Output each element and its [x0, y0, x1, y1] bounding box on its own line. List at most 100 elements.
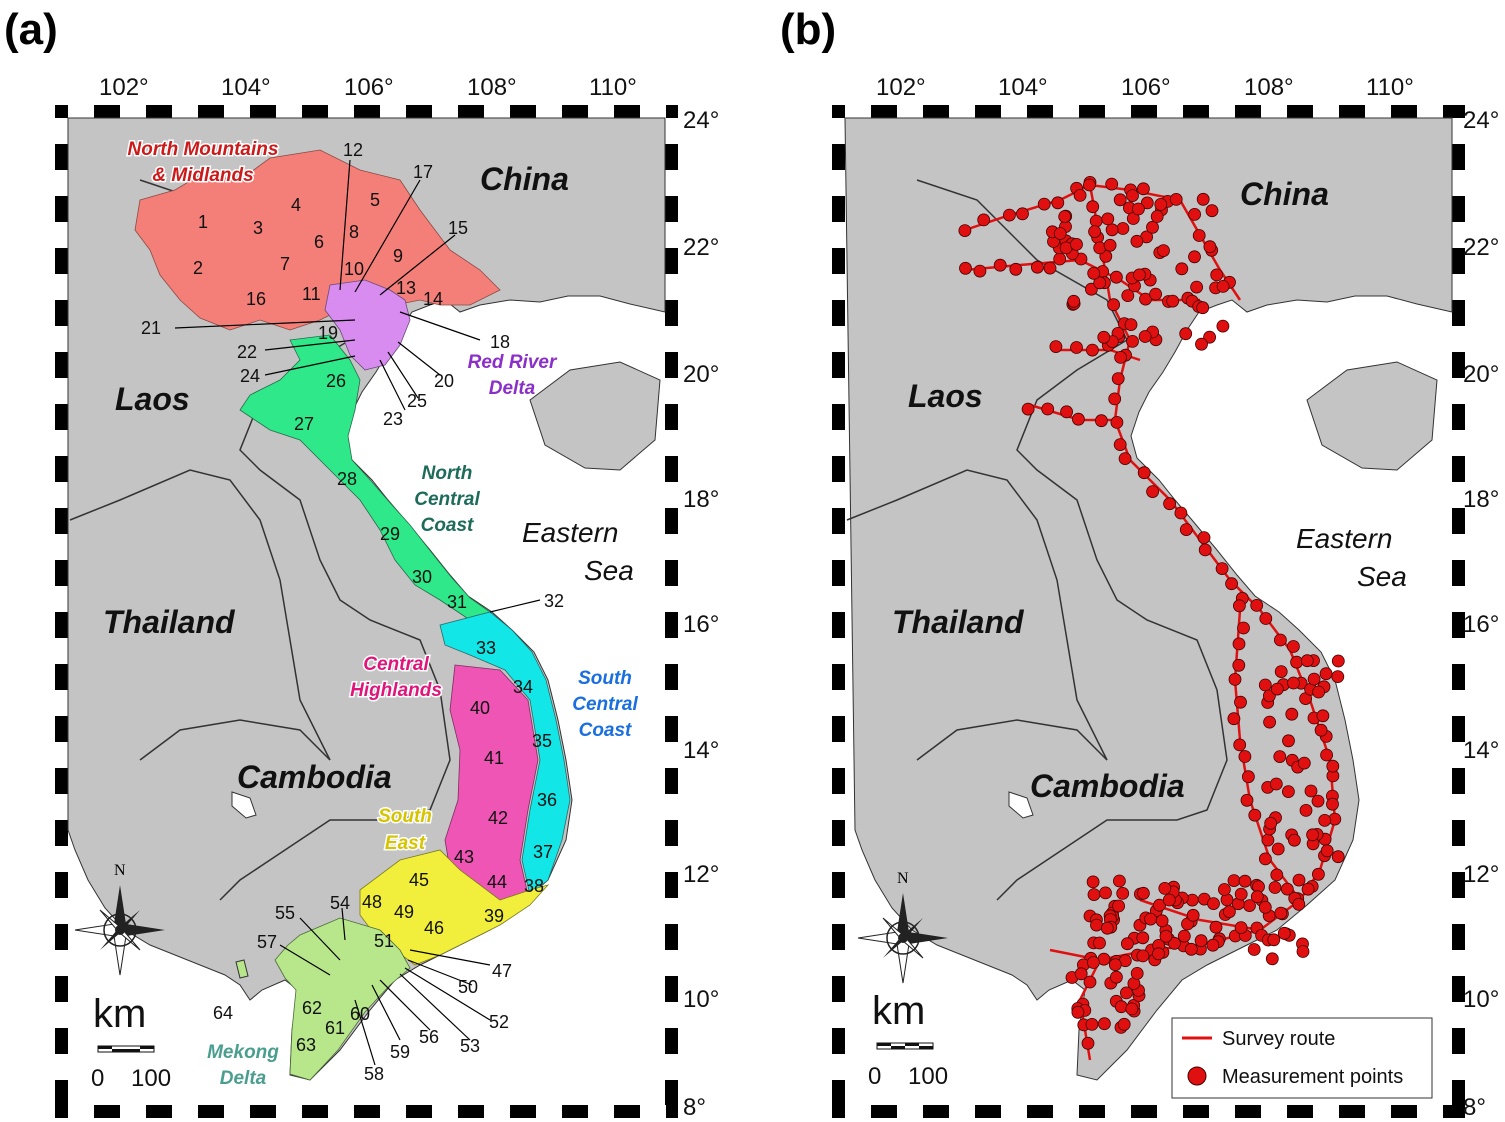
frame-segment [1313, 1105, 1339, 1118]
frame-segment [1452, 274, 1465, 300]
frame-segment [1452, 846, 1465, 872]
latitude-tick-labels: 24° 22° 20° 18° 16° 14° 12° 10° 8° [683, 107, 719, 1121]
province-number-38: 38 [524, 876, 544, 896]
province-number-32: 32 [544, 591, 564, 611]
frame-segment [55, 690, 68, 716]
frame-segment [55, 222, 68, 248]
measurement-point [1154, 197, 1168, 211]
measurement-point [1188, 250, 1201, 264]
frame-segment [832, 170, 845, 196]
border-thailand-laos [846, 469, 1108, 761]
province-number-42: 42 [488, 808, 508, 828]
frame-segment [55, 794, 68, 820]
province-leader-arrows [174, 159, 541, 1066]
country-label-cambodia: Cambodia [1030, 768, 1185, 804]
panel-a: (a) China Laos Thailand Cambodia Eastern… [4, 5, 719, 1121]
measurement-point [1126, 189, 1139, 203]
frame-segment [832, 482, 845, 508]
measurement-points [958, 175, 1345, 1050]
frame-segment [55, 378, 68, 404]
scale-max-label: 100 [131, 1065, 171, 1092]
frame-segment [1209, 105, 1235, 118]
measurement-point [1083, 975, 1097, 989]
measurement-point [1331, 850, 1345, 864]
region-labels: North Mountains & Midlands Red River Delta N… [126, 138, 640, 1091]
measurement-point [1218, 883, 1231, 896]
scale-min-label: 0 [91, 1065, 104, 1092]
latitude-tick: 22° [683, 234, 719, 261]
measurement-point [1270, 868, 1284, 882]
legend-point-symbol [1187, 1066, 1207, 1086]
measurement-point [1233, 738, 1247, 752]
frame-segment [897, 105, 923, 118]
measurement-point [1259, 852, 1272, 866]
measurement-point [1085, 1018, 1099, 1031]
longitude-tick: 108° [467, 74, 517, 101]
province-number-7: 7 [280, 254, 290, 274]
frame-segment [1452, 222, 1465, 248]
hainan-island [529, 361, 661, 471]
measurement-point [1297, 756, 1311, 770]
frame-segment [1452, 586, 1465, 612]
frame-segment [432, 105, 458, 118]
province-number-33: 33 [476, 638, 496, 658]
province-number-16: 16 [246, 289, 266, 309]
measurement-point [1299, 804, 1313, 817]
longitude-tick-labels: 102° 104° 106° 108° 110° [99, 74, 637, 101]
region-label: South [578, 668, 632, 689]
measurement-point [1194, 934, 1208, 948]
measurement-point [1118, 452, 1132, 466]
frame-segment [832, 534, 845, 560]
province-number-49: 49 [394, 902, 414, 922]
frame-segment [1365, 105, 1391, 118]
border-thailand-cambodia [916, 719, 1108, 761]
frame-segment [1452, 1054, 1465, 1080]
frame-segment [1452, 430, 1465, 456]
frame-segment [1452, 534, 1465, 560]
measurement-point [1238, 750, 1252, 763]
measurement-point [1113, 193, 1127, 207]
measurement-point [1146, 485, 1159, 499]
measurement-point [1116, 222, 1130, 235]
region-mekong-delta [274, 917, 411, 1081]
province-number-14: 14 [423, 289, 443, 309]
measurement-point [1117, 1017, 1131, 1031]
measurement-point [1125, 1002, 1139, 1016]
province-number-47: 47 [492, 961, 512, 981]
scale-bar [876, 1042, 934, 1050]
measurement-point [1087, 266, 1101, 280]
province-number-35: 35 [532, 731, 552, 751]
measurement-point [1136, 949, 1150, 963]
region-label: North [422, 463, 473, 484]
measurement-point [1086, 200, 1100, 214]
frame-segment [1452, 118, 1465, 144]
province-number-30: 30 [412, 567, 432, 587]
measurement-point [1089, 214, 1103, 228]
longitude-tick: 102° [99, 74, 149, 101]
compass-rose: N [857, 870, 948, 984]
country-label-laos: Laos [908, 378, 983, 414]
measurement-point [1103, 238, 1117, 252]
measurement-point [1049, 340, 1063, 354]
measurement-point [1095, 414, 1108, 428]
frame-segment [1452, 1002, 1465, 1028]
frame-segment [665, 898, 678, 924]
measurement-point [1086, 343, 1099, 357]
frame-segment [665, 326, 678, 352]
measurement-point [1228, 673, 1242, 686]
province-number-58: 58 [364, 1064, 384, 1084]
frame-segment [328, 1105, 354, 1118]
measurement-point [1072, 412, 1085, 426]
measurement-point [1070, 341, 1083, 354]
measurement-point [1240, 793, 1254, 807]
frame-segment [949, 105, 975, 118]
frame-segment [832, 794, 845, 820]
measurement-point [1312, 867, 1325, 881]
region-label: Red River [468, 352, 558, 373]
latitude-tick: 16° [683, 611, 719, 638]
frame-segment [55, 326, 68, 352]
measurement-point [1110, 415, 1124, 429]
measurement-point [1259, 612, 1273, 625]
frame-segment [1157, 105, 1183, 118]
province-number-43: 43 [454, 847, 474, 867]
